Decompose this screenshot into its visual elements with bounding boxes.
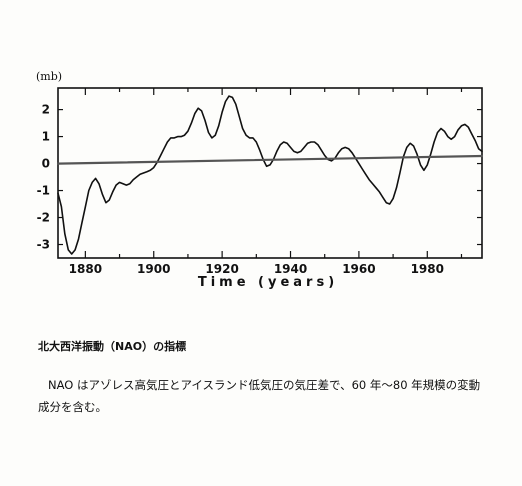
plot-area-frame [57, 87, 483, 259]
y-tick-label: 0 [42, 157, 50, 171]
y-tick-label: 1 [42, 130, 50, 144]
x-tick-label: 1960 [342, 262, 375, 276]
x-axis-label: Time (years) [198, 275, 338, 290]
y-tick-label: -3 [37, 238, 50, 252]
x-tick-label: 1920 [205, 262, 238, 276]
caption-body: NAO はアゾレス高気圧とアイスランド低気圧の気圧差で、60 年～80 年規模の… [38, 378, 481, 414]
x-tick-label: 1980 [411, 262, 444, 276]
y-tick-label: 2 [42, 103, 50, 117]
unit-label: (mb) [36, 70, 62, 83]
trend-line [56, 154, 484, 165]
x-tick-label: 1900 [137, 262, 170, 276]
caption-title: 北大西洋振動（NAO）の指標 [38, 340, 187, 353]
y-tick-label: -1 [37, 184, 50, 198]
y-tick-label: -2 [37, 211, 50, 225]
x-tick-label: 1940 [274, 262, 307, 276]
x-tick-label: 1880 [69, 262, 102, 276]
nao-index-line [57, 95, 483, 255]
